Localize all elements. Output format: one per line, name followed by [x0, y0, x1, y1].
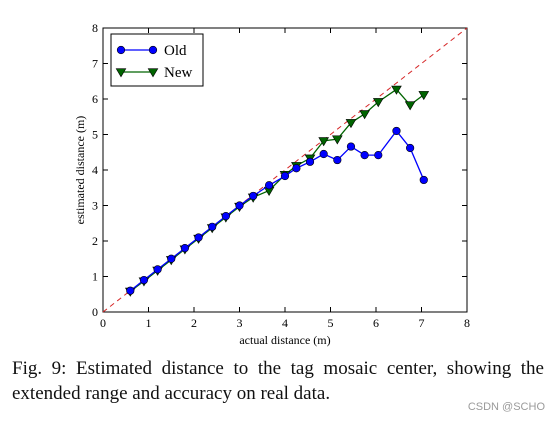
data-point-old — [126, 286, 135, 295]
data-point-old — [392, 126, 401, 136]
data-point-old — [221, 212, 230, 221]
data-point-old — [153, 265, 162, 274]
data-point-new — [332, 135, 343, 145]
x-tick-label: 4 — [282, 316, 288, 330]
data-point-old — [167, 254, 176, 263]
data-point-new — [372, 98, 384, 108]
data-point-new — [345, 119, 357, 129]
data-point-old — [374, 150, 383, 160]
plot-area: 0 1 2 3 4 5 6 7 8 0 1 2 3 4 5 6 7 8 actual distance (m) est… — [73, 21, 470, 347]
data-point-old — [419, 175, 428, 185]
legend-box — [110, 33, 204, 87]
data-point-old — [194, 233, 203, 242]
x-tick-label: 8 — [464, 316, 470, 330]
series-line-new — [129, 88, 425, 292]
data-point-old — [360, 150, 369, 160]
y-tick-label: 0 — [92, 305, 98, 319]
x-axis-title: actual distance (m) — [239, 333, 330, 347]
data-point-old — [208, 222, 217, 231]
y-tick-label: 3 — [92, 199, 98, 213]
legend-label-new: New — [164, 65, 192, 81]
x-tick-label: 5 — [328, 316, 334, 330]
y-tick-label: 7 — [92, 57, 98, 71]
figure-caption: Fig. 9: Estimated distance to the tag mo… — [12, 358, 544, 404]
data-point-old — [346, 142, 356, 151]
legend-marker-new — [147, 68, 159, 78]
y-tick-label: 8 — [92, 21, 98, 35]
distance-chart: 0 1 2 3 4 5 6 7 8 0 1 2 3 4 5 6 7 8 actual distance (m) est… — [73, 21, 470, 347]
data-point-old — [319, 149, 328, 159]
legend-marker-new — [115, 68, 127, 78]
y-axis-title: estimated distance (m) — [73, 116, 87, 225]
data-point-old — [180, 244, 189, 253]
data-point-old — [235, 201, 244, 210]
data-point-old — [406, 143, 415, 153]
y-tick-label: 1 — [92, 270, 98, 284]
data-point-old — [249, 191, 258, 201]
x-tick-label: 7 — [419, 316, 425, 330]
legend-marker-old — [148, 45, 158, 55]
y-tick-label: 4 — [92, 163, 98, 177]
data-point-old — [333, 155, 342, 165]
x-tick-label: 1 — [146, 316, 152, 330]
data-point-old — [139, 275, 149, 285]
data-point-new — [391, 85, 402, 95]
data-point-new — [318, 137, 329, 147]
data-point-new — [404, 101, 416, 111]
data-point-old — [292, 164, 301, 173]
watermark: CSDN @SCHO — [467, 401, 545, 413]
y-tick-label: 5 — [92, 128, 98, 142]
data-point-old — [280, 171, 290, 181]
data-point-new — [418, 91, 430, 101]
series-line-old — [129, 129, 425, 292]
data-point-new — [359, 110, 370, 120]
y-tick-label: 6 — [92, 92, 98, 106]
x-tick-label: 3 — [237, 316, 243, 330]
x-tick-label: 6 — [373, 316, 379, 330]
y-tick-label: 2 — [92, 234, 98, 248]
data-point-old — [264, 181, 274, 190]
x-tick-label: 0 — [100, 316, 106, 330]
x-tick-label: 2 — [191, 316, 197, 330]
legend-label-old: Old — [164, 43, 187, 59]
legend-marker-old — [116, 45, 126, 55]
data-point-old — [305, 157, 315, 166]
